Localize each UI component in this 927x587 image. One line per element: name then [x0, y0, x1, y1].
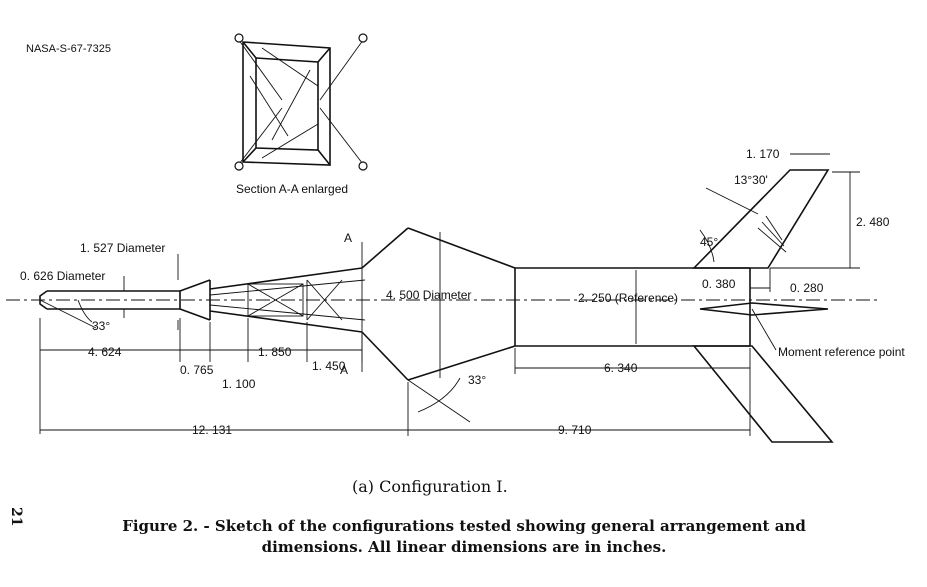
dim-total-aft: 9. 710	[558, 423, 592, 437]
dimension-lines	[39, 153, 860, 436]
figure-caption-line-2: dimensions. All linear dimensions are in…	[262, 538, 667, 556]
subcaption: (a) Configuration I.	[352, 477, 508, 496]
angle-nose: 33°	[92, 319, 110, 333]
section-a-a-view	[234, 33, 368, 171]
dim-total-forward: 12. 131	[192, 423, 232, 437]
section-mark-lower: A	[340, 363, 348, 377]
truss-section	[209, 267, 366, 333]
page-number: 21	[8, 507, 24, 526]
cone-body	[361, 227, 516, 381]
dim-reference: 2. 250 (Reference)	[578, 291, 678, 305]
dim-afterbody-length: 6. 340	[604, 361, 638, 375]
section-view-label: Section A-A enlarged	[236, 182, 348, 196]
dim-1450: 1. 450	[312, 359, 346, 373]
angle-fin: 13°30'	[734, 173, 768, 187]
dim-fin-offset: 0. 380	[702, 277, 736, 291]
dim-0765: 0. 765	[180, 363, 214, 377]
moment-reference-label: Moment reference point	[778, 345, 905, 359]
dim-fin-tip-chord: 1. 170	[746, 147, 780, 161]
lower-fin	[692, 345, 834, 443]
nose	[39, 290, 181, 310]
dim-nose-diameter: 0. 626 Diameter	[20, 269, 105, 283]
figure-caption-line-1: Figure 2. - Sketch of the configurations…	[122, 517, 806, 535]
dim-fin-span: 2. 480	[856, 215, 890, 229]
dim-1100: 1. 100	[222, 377, 256, 391]
dim-cone-diameter: 4. 500 Diameter	[386, 288, 471, 302]
fin-section-profile	[699, 302, 829, 316]
forward-flare	[179, 279, 211, 321]
dim-fin-thickness: 0. 280	[790, 281, 824, 295]
report-id: NASA-S-67-7325	[26, 43, 111, 55]
upper-fin	[692, 169, 830, 269]
dim-1850: 1. 850	[258, 345, 292, 359]
angle-cone: 33°	[468, 373, 486, 387]
angle-fin-sweep: 45°	[700, 235, 718, 249]
section-mark-upper: A	[344, 231, 352, 245]
dim-body-diameter: 1. 527 Diameter	[80, 241, 165, 255]
dim-nose-length: 4. 624	[88, 345, 122, 359]
